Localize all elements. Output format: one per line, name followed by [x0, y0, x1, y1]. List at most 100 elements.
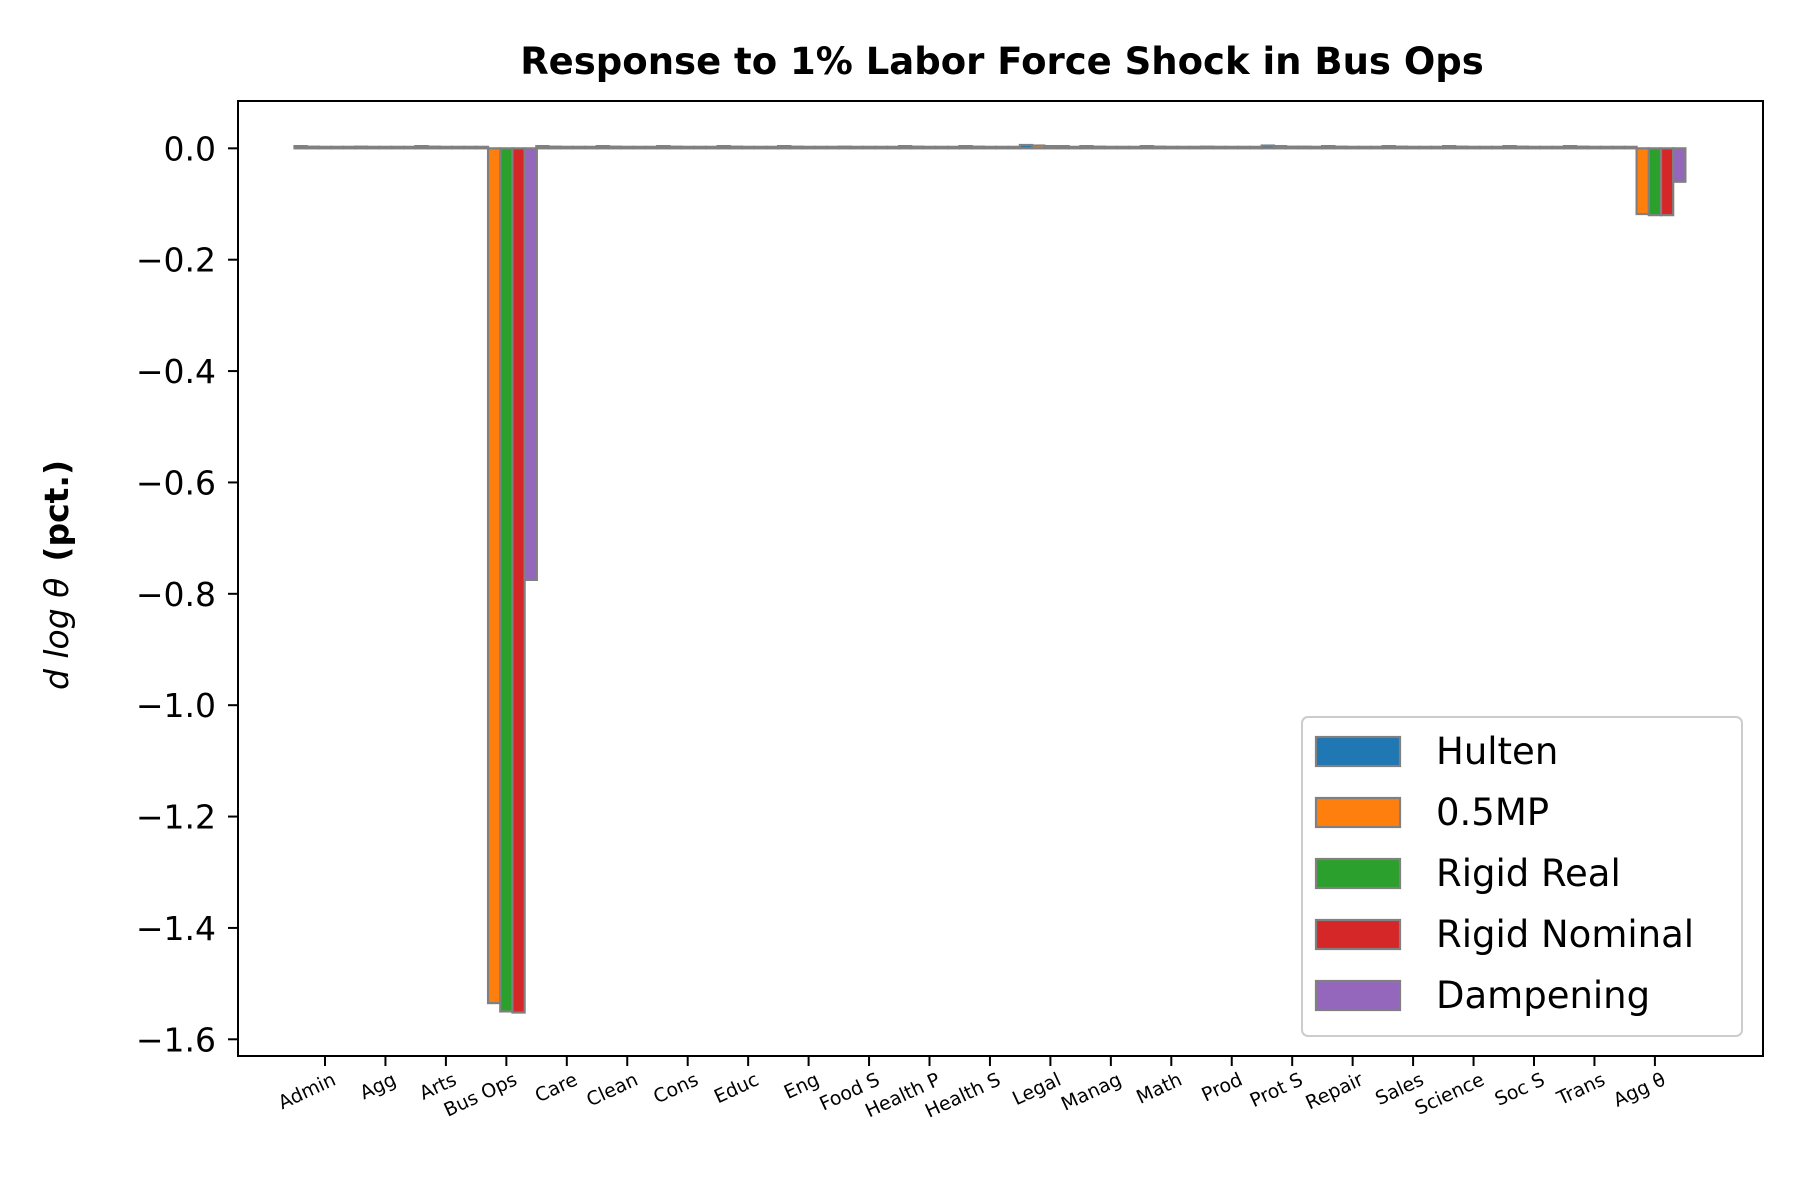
bar-rigid-real-food-s [861, 145, 877, 150]
bar-0-5mp-prod [1212, 145, 1227, 150]
legend-swatch-dampening [1314, 979, 1402, 1012]
bar-rigid-real-educ [740, 145, 756, 150]
bar-rigid-nominal-arts [450, 145, 466, 150]
y-tick-label: −0.8 [136, 575, 216, 614]
bar-hulten-health-s [958, 145, 973, 150]
y-axis-label-text: (pct.) [37, 460, 76, 562]
bar-rigid-nominal-bus-ops [511, 147, 526, 1014]
x-tick-label: Clean [583, 1069, 641, 1112]
legend-swatch-0-5mp [1314, 796, 1402, 829]
bar-hulten-manag [1079, 145, 1094, 150]
bar-hulten-educ [716, 145, 731, 150]
bar-0-5mp-sales [1393, 145, 1409, 150]
bar-rigid-nominal-science [1478, 145, 1493, 150]
bar-rigid-real-admin [317, 145, 333, 150]
y-tick-label: −0.2 [136, 241, 216, 280]
bar-dampening-health-p [946, 145, 962, 150]
bar-rigid-nominal-agg- [1659, 147, 1675, 217]
bar-dampening-repair [1369, 145, 1385, 150]
x-tick-label: Legal [1009, 1069, 1064, 1110]
bar-rigid-real-sales [1405, 145, 1421, 150]
bar-dampening-cons [704, 145, 720, 150]
bar-dampening-admin [342, 145, 357, 150]
y-tick-label: −1.2 [136, 798, 216, 837]
bar-hulten-arts [414, 145, 429, 150]
bar-hulten-food-s [837, 145, 852, 150]
bar-rigid-nominal-health-p [934, 145, 949, 150]
bar-hulten-clean [595, 145, 611, 150]
bar-dampening-trans [1611, 145, 1627, 150]
bar-rigid-real-agg [378, 145, 393, 150]
y-axis-label-math: d log θ [37, 578, 76, 690]
x-tick-label: Educ [711, 1069, 762, 1109]
bar-rigid-real-agg- [1647, 147, 1663, 217]
bar-hulten-prod [1200, 145, 1215, 150]
bar-0-5mp-admin [305, 145, 321, 150]
bar-0-5mp-food-s [849, 145, 865, 150]
x-tick-label: Cons [650, 1069, 702, 1109]
x-tick-label: Trans [1553, 1069, 1609, 1111]
y-tick-label: −0.6 [136, 463, 216, 502]
bar-rigid-real-arts [438, 145, 454, 150]
bar-0-5mp-arts [426, 145, 441, 150]
bar-hulten-agg [353, 145, 369, 150]
bar-rigid-real-care [559, 145, 575, 150]
bar-0-5mp-health-s [970, 145, 985, 150]
bar-0-5mp-cons [668, 145, 683, 150]
bar-dampening-bus-ops [523, 147, 538, 581]
bar-0-5mp-science [1454, 145, 1469, 150]
bar-rigid-nominal-educ [753, 145, 768, 150]
chart-title: Response to 1% Labor Force Shock in Bus … [520, 40, 1484, 83]
bar-rigid-real-prod [1224, 145, 1239, 150]
bar-hulten-bus-ops [474, 145, 490, 150]
legend-label-dampening: Dampening [1436, 974, 1650, 1017]
bar-rigid-nominal-math [1176, 145, 1191, 150]
bar-rigid-nominal-care [571, 145, 587, 150]
bar-dampening-educ [765, 145, 780, 150]
x-tick-label: Science [1412, 1069, 1488, 1120]
bar-0-5mp-prot-s [1272, 145, 1288, 150]
bar-hulten-care [535, 145, 550, 150]
bar-dampening-math [1188, 145, 1203, 150]
bar-rigid-nominal-cons [692, 145, 708, 150]
bar-rigid-nominal-eng [813, 145, 829, 150]
y-axis: 0.0 −0.2 −0.4 −0.6 −0.8 −1.0 −1.2 −1.4 −1.6 [136, 129, 238, 1059]
bar-0-5mp-agg [366, 145, 381, 150]
bar-0-5mp-eng [789, 145, 804, 150]
bar-hulten-admin [293, 145, 308, 150]
bar-rigid-nominal-clean [632, 145, 647, 150]
legend-label-0-5mp: 0.5MP [1436, 791, 1549, 834]
bar-rigid-real-health-s [982, 145, 998, 150]
bar-0-5mp-soc-s [1514, 145, 1529, 150]
plot-area [237, 100, 1764, 1057]
bar-hulten-agg- [1623, 145, 1638, 150]
y-tick-label: −1.6 [136, 1020, 216, 1059]
bar-dampening-clean [644, 145, 659, 150]
bar-hulten-repair [1321, 145, 1336, 150]
bar-rigid-real-soc-s [1526, 145, 1542, 150]
bar-hulten-soc-s [1502, 145, 1517, 150]
bar-hulten-math [1139, 145, 1155, 150]
y-tick-label: −0.4 [136, 352, 216, 391]
bar-0-5mp-clean [607, 145, 623, 150]
legend-label-hulten: Hulten [1436, 730, 1558, 773]
bar-rigid-real-prot-s [1284, 145, 1300, 150]
x-tick-label: Admin [275, 1069, 339, 1115]
bar-rigid-nominal-repair [1357, 145, 1373, 150]
bar-0-5mp-bus-ops [486, 147, 502, 1005]
bar-rigid-nominal-food-s [874, 145, 889, 150]
bar-rigid-nominal-legal [1055, 145, 1070, 150]
bar-0-5mp-math [1151, 145, 1167, 150]
bar-0-5mp-educ [728, 145, 744, 150]
bar-0-5mp-health-p [910, 145, 925, 150]
bar-rigid-real-clean [620, 145, 635, 150]
bar-0-5mp-trans [1575, 145, 1590, 150]
legend-label-rigid-nominal: Rigid Nominal [1436, 913, 1694, 956]
x-tick-label: Eng [781, 1069, 823, 1104]
bar-rigid-real-science [1466, 145, 1481, 150]
bar-rigid-nominal-health-s [994, 145, 1010, 150]
bar-rigid-real-legal [1043, 145, 1058, 150]
bar-hulten-prot-s [1260, 144, 1275, 150]
